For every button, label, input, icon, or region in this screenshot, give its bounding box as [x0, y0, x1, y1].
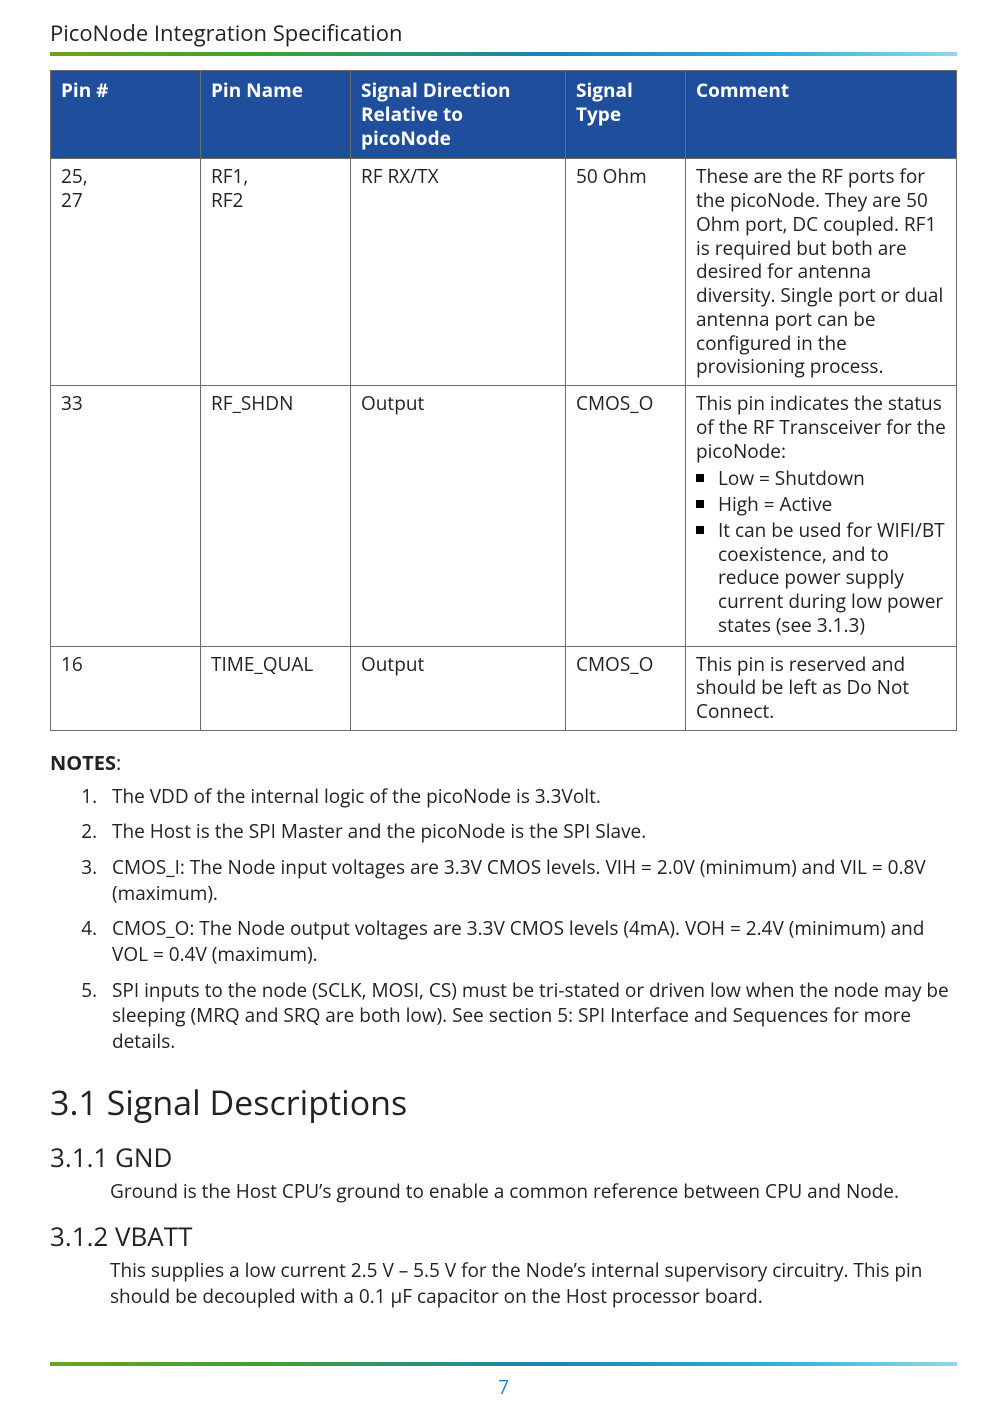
section-3-1-1-heading: 3.1.1 GND — [50, 1139, 957, 1175]
cell-text: RF1, — [211, 163, 248, 189]
note-item: CMOS_I: The Node input voltages are 3.3V… — [102, 855, 957, 906]
th-name: Pin Name — [201, 71, 351, 159]
cell-direction: RF RX/TX — [351, 159, 566, 386]
notes-list: The VDD of the internal logic of the pic… — [102, 784, 957, 1055]
th-comment: Comment — [686, 71, 957, 159]
cell-type: CMOS_O — [566, 646, 686, 730]
pin-table: Pin # Pin Name Signal Direction Relative… — [50, 70, 957, 731]
cell-pin: 16 — [51, 646, 201, 730]
cell-text: This pin indicates the status of the RF … — [696, 390, 946, 464]
notes-label-text: NOTES — [50, 749, 116, 776]
th-direction-line1: Signal Direction — [361, 77, 510, 103]
bottom-rule — [50, 1362, 957, 1366]
th-direction: Signal Direction Relative to picoNode — [351, 71, 566, 159]
cell-text: RF2 — [211, 187, 243, 213]
cell-pin: 25, 27 — [51, 159, 201, 386]
cell-direction: Output — [351, 646, 566, 730]
section-3-1-2-body: This supplies a low current 2.5 V – 5.5 … — [110, 1258, 957, 1309]
bullet-item: Low = Shutdown — [714, 467, 948, 491]
page-number: 7 — [50, 1374, 957, 1400]
cell-comment: This pin is reserved and should be left … — [686, 646, 957, 730]
th-direction-line2: Relative to picoNode — [361, 101, 463, 151]
cell-name: TIME_QUAL — [201, 646, 351, 730]
table-header-row: Pin # Pin Name Signal Direction Relative… — [51, 71, 957, 159]
cell-type: 50 Ohm — [566, 159, 686, 386]
cell-direction: Output — [351, 386, 566, 647]
cell-comment: This pin indicates the status of the RF … — [686, 386, 957, 647]
cell-text: 27 — [61, 187, 83, 213]
table-row: 25, 27 RF1, RF2 RF RX/TX 50 Ohm These ar… — [51, 159, 957, 386]
note-item: SPI inputs to the node (SCLK, MOSI, CS) … — [102, 978, 957, 1055]
cell-name: RF_SHDN — [201, 386, 351, 647]
cell-name: RF1, RF2 — [201, 159, 351, 386]
page-footer: 7 — [50, 1362, 957, 1400]
section-3-1-heading: 3.1 Signal Descriptions — [50, 1079, 957, 1125]
top-rule — [50, 52, 957, 56]
cell-text: 25, — [61, 163, 88, 189]
section-3-1-1-body: Ground is the Host CPU’s ground to enabl… — [110, 1179, 957, 1205]
notes-heading: NOTES: — [50, 749, 957, 776]
note-item: CMOS_O: The Node output voltages are 3.3… — [102, 916, 957, 967]
section-3-1-2-heading: 3.1.2 VBATT — [50, 1218, 957, 1254]
table-row: 16 TIME_QUAL Output CMOS_O This pin is r… — [51, 646, 957, 730]
bullet-item: High = Active — [714, 493, 948, 517]
cell-bullet-list: Low = Shutdown High = Active It can be u… — [696, 467, 948, 637]
table-row: 33 RF_SHDN Output CMOS_O This pin indica… — [51, 386, 957, 647]
note-item: The VDD of the internal logic of the pic… — [102, 784, 957, 810]
document-title: PicoNode Integration Specification — [50, 18, 957, 48]
cell-pin: 33 — [51, 386, 201, 647]
cell-type: CMOS_O — [566, 386, 686, 647]
bullet-item: It can be used for WIFI/BT coexistence, … — [714, 519, 948, 638]
th-type: Signal Type — [566, 71, 686, 159]
th-pin: Pin # — [51, 71, 201, 159]
note-item: The Host is the SPI Master and the picoN… — [102, 819, 957, 845]
cell-comment: These are the RF ports for the picoNode.… — [686, 159, 957, 386]
